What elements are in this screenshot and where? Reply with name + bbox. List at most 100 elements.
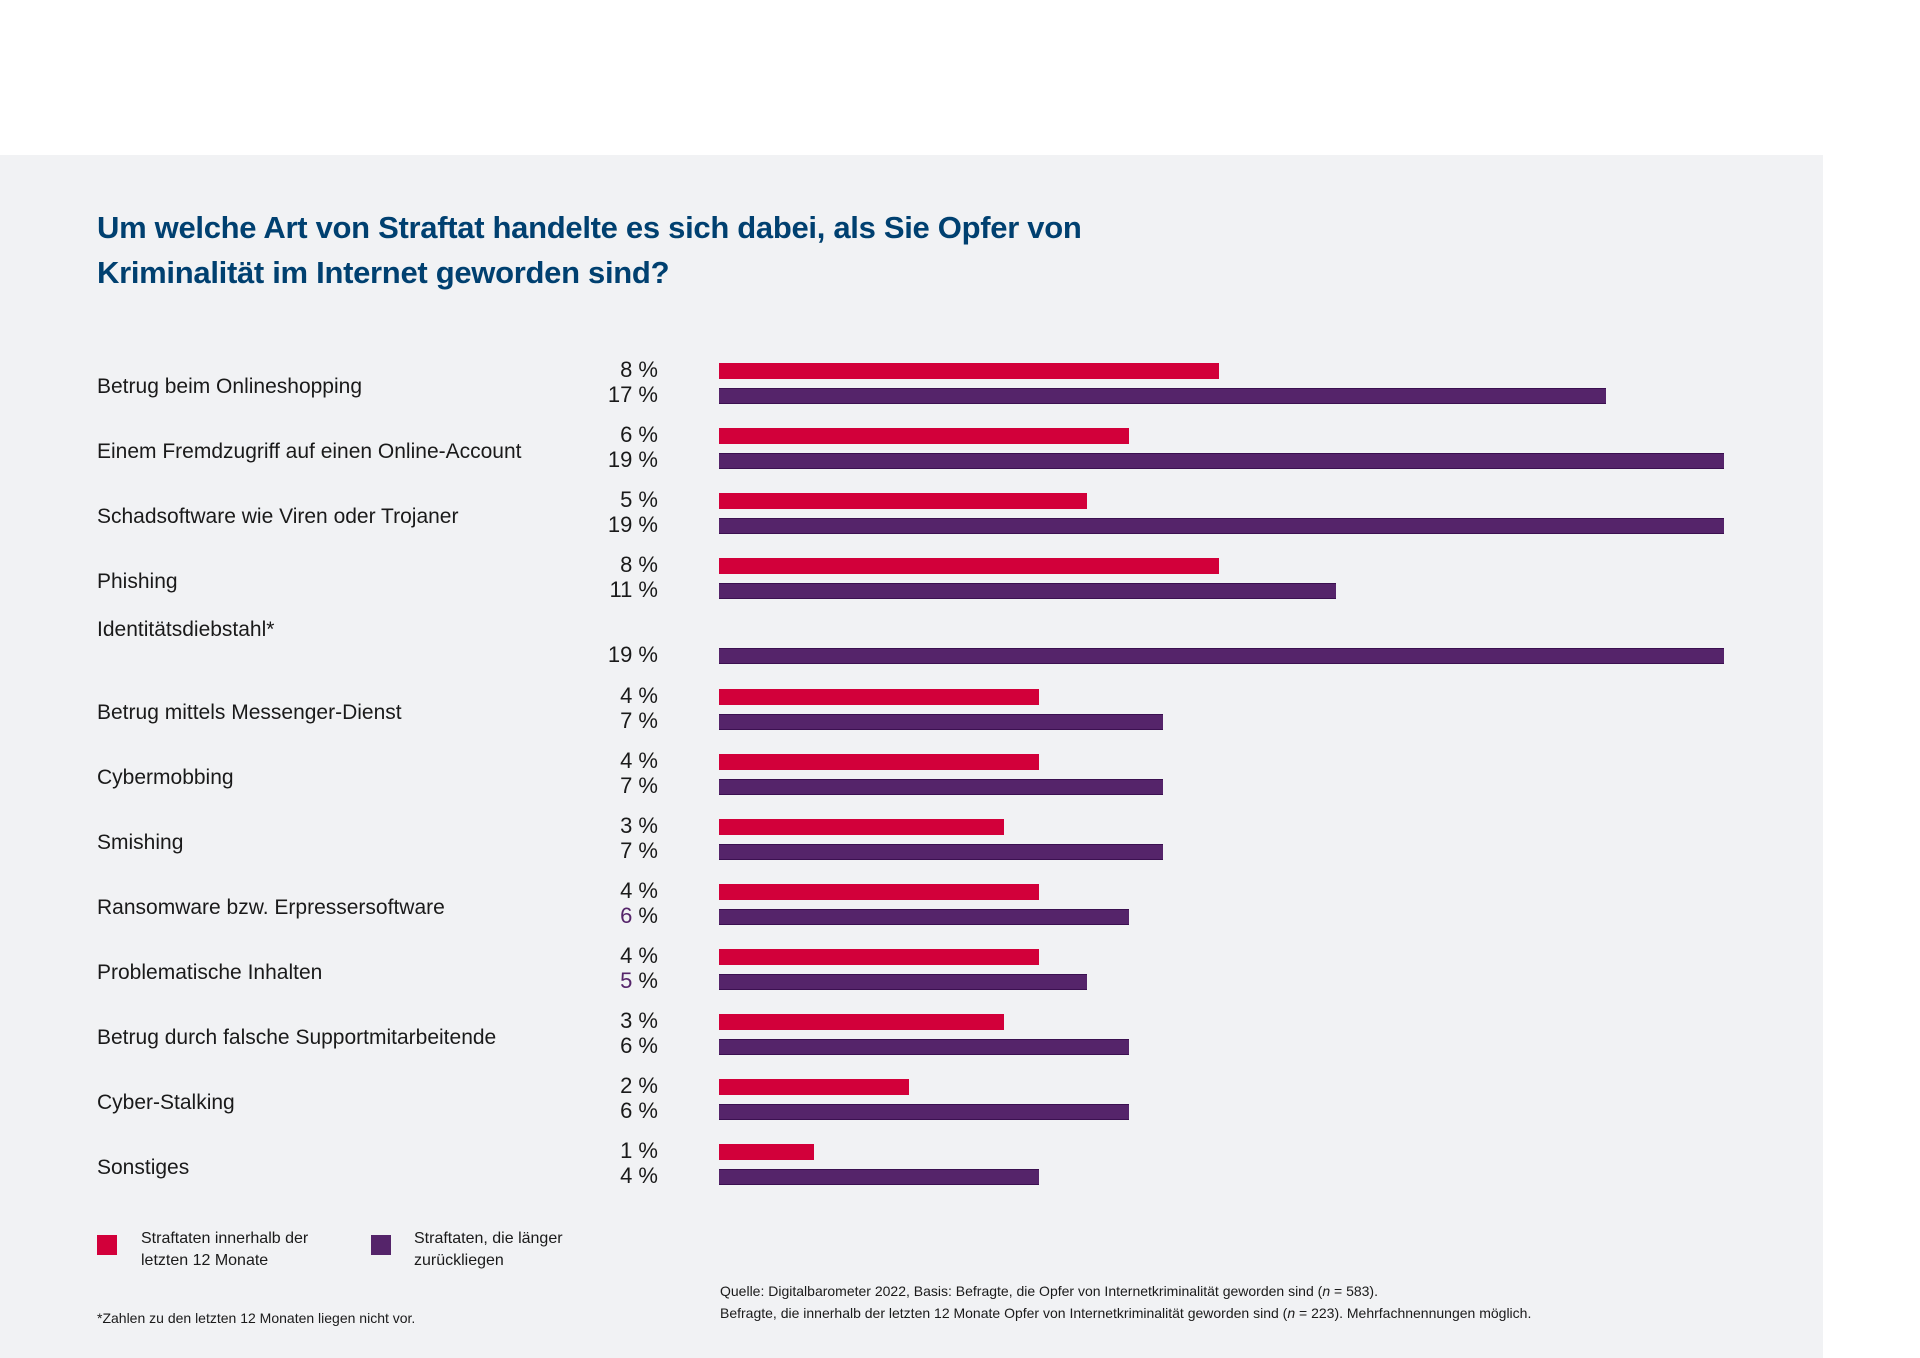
bar-older <box>719 973 1087 990</box>
value-label-suffix: % <box>632 382 658 407</box>
source-line-2-n: n <box>1287 1305 1296 1321</box>
legend-label-older: Straftaten, die länger zurückliegen <box>414 1228 563 1272</box>
source-line-1-text: Quelle: Digitalbarometer 2022, Basis: Be… <box>720 1283 1323 1299</box>
legend-label-older-line-1: Straftaten, die länger <box>414 1230 563 1247</box>
category-label: Phishing <box>97 570 178 594</box>
source-line-2-text: Befragte, die innerhalb der letzten 12 M… <box>720 1305 1288 1321</box>
value-label-recent-number: 4 <box>620 942 633 968</box>
value-label-suffix: % <box>632 447 658 473</box>
category-label: Betrug beim Onlineshopping <box>97 375 363 398</box>
legend-swatch-recent <box>97 1235 117 1255</box>
value-label-recent: 5 % <box>578 488 658 512</box>
value-label-older: 11 % <box>578 578 658 602</box>
value-label-older: 7 % <box>578 707 658 733</box>
category-label: Cybermobbing <box>97 765 234 789</box>
bar-older <box>719 1169 1039 1186</box>
value-label-recent-number: 3 <box>620 1008 633 1033</box>
value-label-suffix: % <box>632 1163 658 1189</box>
value-label-suffix: % <box>632 357 658 382</box>
chart-title-line-2: Kriminalität im Internet geworden sind? <box>97 255 670 290</box>
value-label-recent: 6 % <box>578 423 658 447</box>
bar-older <box>719 648 1724 665</box>
value-label-recent: 3 % <box>578 813 658 838</box>
source-line-2: Befragte, die innerhalb der letzten 12 M… <box>720 1305 1531 1321</box>
value-label-recent: 4 % <box>578 747 658 773</box>
category-label: Betrug mittels Messenger-Dienst <box>97 700 402 724</box>
source-line-1-n: n <box>1322 1283 1331 1299</box>
value-label-older-number: 5 <box>620 967 633 993</box>
value-label-suffix: % <box>632 967 658 993</box>
bar-recent <box>719 948 1039 965</box>
value-label-older: 5 % <box>578 967 658 993</box>
legend-label-older-line-2: zurückliegen <box>414 1252 504 1269</box>
value-label-older: 17 % <box>578 383 658 407</box>
bar-recent <box>719 818 1004 835</box>
bar-older <box>719 1039 1129 1055</box>
chart-title: Um welche Art von Straftat handelte es s… <box>97 205 1197 295</box>
value-label-recent: 4 % <box>578 682 658 708</box>
category-label: Problematische Inhalten <box>97 960 323 984</box>
value-label-suffix: % <box>632 902 658 928</box>
bar-older <box>719 388 1606 404</box>
bar-recent <box>719 1014 1004 1030</box>
value-label-older-number: 11 <box>609 577 633 603</box>
bar-older <box>719 713 1163 730</box>
value-label-older: 19 % <box>578 643 658 667</box>
value-label-suffix: % <box>632 772 658 798</box>
value-label-suffix: % <box>632 577 658 603</box>
category-label: Cyber-Stalking <box>97 1091 235 1115</box>
bar-recent <box>719 558 1219 575</box>
value-label-recent-number: 5 <box>620 487 633 513</box>
value-label-suffix: % <box>632 682 658 708</box>
value-label-older-number: 19 <box>607 447 633 473</box>
value-label-suffix: % <box>632 707 658 733</box>
value-label-suffix: % <box>632 1098 658 1124</box>
category-label: Schadsoftware wie Viren oder Trojaner <box>97 505 459 529</box>
value-label-recent: 2 % <box>578 1074 658 1098</box>
value-label-older: 6 % <box>578 902 658 928</box>
value-label-recent-number: 1 <box>620 1138 633 1164</box>
source-line-2-count: = 223). Mehrfachnennungen möglich. <box>1295 1305 1532 1321</box>
value-label-recent-number: 4 <box>620 682 633 708</box>
value-label-suffix: % <box>632 942 658 968</box>
value-label-suffix: % <box>632 512 658 538</box>
value-label-older: 6 % <box>578 1034 658 1058</box>
value-label-older: 7 % <box>578 772 658 798</box>
value-label-recent-number: 4 <box>620 747 633 773</box>
value-label-older: 4 % <box>578 1164 658 1188</box>
bar-recent <box>719 493 1087 510</box>
value-label-older-number: 7 <box>620 707 633 733</box>
bar-recent <box>719 428 1129 445</box>
bar-older <box>719 843 1163 860</box>
value-label-older-number: 6 <box>620 1098 633 1124</box>
legend-swatch-older <box>371 1235 391 1255</box>
bar-older <box>719 778 1163 795</box>
source-line-1-count: = 583). <box>1330 1283 1378 1299</box>
category-label: Ransomware bzw. Erpressersoftware <box>97 895 445 919</box>
value-label-recent: 1 % <box>578 1139 658 1163</box>
value-label-recent: 4 % <box>578 942 658 968</box>
bar-older <box>719 908 1129 925</box>
category-label: Betrug durch falsche Supportmitarbeitend… <box>97 1026 497 1049</box>
value-label-recent-number: 6 <box>620 422 633 448</box>
value-label-suffix: % <box>632 642 658 668</box>
value-label-recent: 8 % <box>578 358 658 382</box>
category-label: Einem Fremdzugriff auf einen Online-Acco… <box>97 440 522 464</box>
bar-older <box>719 1104 1129 1121</box>
value-label-recent-number: 8 <box>620 552 633 578</box>
value-label-recent: 4 % <box>578 877 658 903</box>
legend-label-recent: Straftaten innerhalb der letzten 12 Mona… <box>141 1228 308 1272</box>
value-label-suffix: % <box>632 877 658 903</box>
value-label-suffix: % <box>632 422 658 448</box>
value-label-suffix: % <box>632 1073 658 1099</box>
value-label-recent-number: 2 <box>620 1073 633 1099</box>
bar-recent <box>719 363 1219 379</box>
value-label-suffix: % <box>632 747 658 773</box>
chart-title-line-1: Um welche Art von Straftat handelte es s… <box>97 210 1082 245</box>
value-label-older: 6 % <box>578 1099 658 1123</box>
bar-older <box>719 518 1724 535</box>
value-label-suffix: % <box>632 487 658 513</box>
category-label: Smishing <box>97 830 184 854</box>
value-label-suffix: % <box>632 1033 658 1058</box>
value-label-older: 7 % <box>578 838 658 863</box>
